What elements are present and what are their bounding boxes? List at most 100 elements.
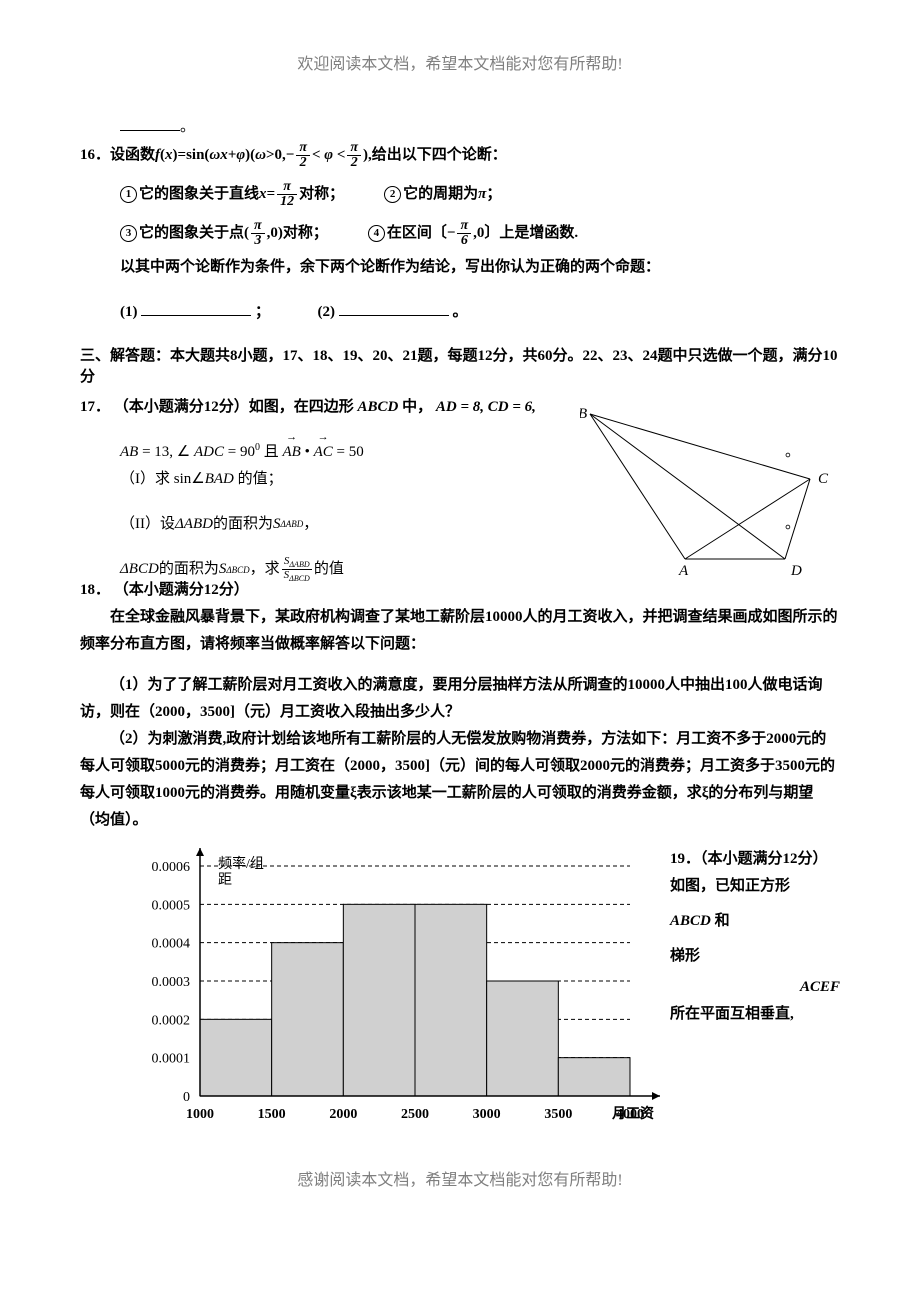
- text: >0,: [266, 142, 286, 169]
- text: ABCD: [670, 913, 711, 929]
- svg-text:0.0005: 0.0005: [152, 899, 191, 914]
- fraction: π6: [457, 219, 471, 248]
- text: 的面积为: [159, 556, 219, 583]
- svg-text:0.0004: 0.0004: [152, 937, 191, 952]
- text: ，: [303, 511, 318, 538]
- fraction: π2: [347, 141, 361, 170]
- q19-side: 19．（本小题满分12分）如图，已知正方形 ABCD 和 梯形 ACEF 所在平…: [660, 846, 840, 1028]
- text: (1): [120, 304, 138, 320]
- q16-answers: (1) ； (2) 。: [80, 299, 840, 326]
- svg-text:C: C: [818, 471, 829, 487]
- text: 它的图象关于直线: [139, 181, 259, 208]
- text: ),给出以下四个论断：: [363, 142, 507, 169]
- blank: [339, 300, 449, 316]
- text: (2): [318, 304, 336, 320]
- page: 欢迎阅读本文档，希望本文档能对您有所帮助! 。 16． 设函数 f(x) =si…: [0, 0, 920, 1220]
- text: 和: [715, 913, 730, 929]
- svg-text:3500: 3500: [544, 1107, 572, 1122]
- text: 梯形: [670, 948, 700, 964]
- text: −: [286, 142, 295, 169]
- fraction: π12: [277, 180, 297, 209]
- section-3-heading: 三、解答题：本大题共8小题，17、18、19、20、21题，每题12分，共60分…: [80, 344, 840, 386]
- text: （本小题满分12分）如图，在四边形: [114, 399, 354, 415]
- svg-text:0.0001: 0.0001: [152, 1052, 191, 1067]
- svg-text:0.0002: 0.0002: [152, 1014, 191, 1029]
- text: ωx+φ: [209, 142, 245, 169]
- sub: ΔBCD: [226, 562, 249, 578]
- text: 。: [180, 119, 195, 135]
- text: ；: [486, 181, 501, 208]
- fraction: SΔABD SΔBCD: [282, 556, 312, 583]
- text: 它的周期为: [403, 181, 478, 208]
- fraction: π2: [296, 141, 310, 170]
- svg-text:A: A: [678, 563, 689, 579]
- text: 的值: [314, 556, 344, 583]
- text: 。: [453, 304, 468, 320]
- text: （I）求 sin∠: [120, 471, 205, 487]
- q18-para1: 在全球金融风暴背景下，某政府机构调查了某地工薪阶层10000人的月工资收入，并把…: [80, 604, 840, 658]
- text: 对称；: [299, 181, 344, 208]
- blank: [141, 300, 251, 316]
- text: ACEF: [800, 979, 840, 995]
- vector-AB: AB: [282, 439, 300, 466]
- text: 中，: [402, 399, 432, 415]
- q17-diagram: B C D A: [580, 404, 850, 584]
- svg-text:D: D: [790, 563, 802, 579]
- text: ΔABD: [175, 511, 213, 538]
- text: < φ <: [312, 142, 345, 169]
- text: ω: [255, 142, 266, 169]
- text: （II）设: [120, 511, 175, 538]
- pi: π: [478, 181, 486, 208]
- text: = 50: [337, 444, 364, 460]
- text: 它的图象关于点(: [139, 220, 249, 247]
- q16-item1-2: 1 它的图象关于直线 x= π12 对称； 2 它的周期为 π；: [80, 180, 840, 209]
- text: )(: [245, 142, 255, 169]
- text: 在区间〔: [387, 220, 447, 247]
- svg-text:0: 0: [183, 1090, 190, 1105]
- q18-number: 18．: [80, 582, 110, 598]
- svg-text:2000: 2000: [329, 1107, 357, 1122]
- text: ABCD: [358, 399, 399, 415]
- svg-text:1500: 1500: [258, 1107, 286, 1122]
- q18-para2: （1）为了了解工薪阶层对月工资收入的满意度，要用分层抽样方法从所调查的10000…: [80, 672, 840, 726]
- text: 且: [264, 444, 283, 460]
- q19-number: 19．: [670, 851, 700, 867]
- text: −: [447, 220, 456, 247]
- text: ；: [255, 304, 270, 320]
- vector-AC: AC: [314, 439, 333, 466]
- q16-number: 16．: [80, 142, 110, 169]
- footer-note: 感谢阅读本文档，希望本文档能对您有所帮助!: [80, 1166, 840, 1190]
- text: 所在平面互相垂直,: [670, 1006, 794, 1022]
- text: 设函数: [110, 142, 155, 169]
- svg-text:距: 距: [218, 872, 232, 888]
- text: AD = 8, CD = 6,: [436, 399, 536, 415]
- q16-tail: 以其中两个论断作为条件，余下两个论断作为结论，写出你认为正确的两个命题：: [80, 254, 840, 281]
- text: ,0〕上是增函数.: [473, 220, 578, 247]
- svg-text:月工资（: 月工资（: [611, 1105, 660, 1122]
- svg-text:1000: 1000: [186, 1107, 214, 1122]
- svg-text:频率/组: 频率/组: [218, 855, 264, 872]
- text: 的面积为: [213, 511, 273, 538]
- svg-text:B: B: [580, 406, 587, 422]
- dot: •: [305, 444, 314, 460]
- svg-text:3000: 3000: [473, 1107, 501, 1122]
- svg-text:0.0006: 0.0006: [152, 860, 191, 875]
- q17-number: 17．: [80, 399, 110, 415]
- sub: ΔABD: [280, 516, 303, 532]
- text: x=: [259, 181, 275, 208]
- circled-1: 1: [120, 186, 137, 203]
- text: BAD: [205, 471, 234, 487]
- text: ，求: [250, 556, 280, 583]
- q17: 17． （本小题满分12分）如图，在四边形 ABCD 中， AD = 8, CD…: [80, 394, 840, 583]
- text: = 13, ∠: [142, 444, 190, 460]
- circled-2: 2: [384, 186, 401, 203]
- text: ADC: [194, 444, 224, 460]
- text: =sin(: [178, 142, 210, 169]
- text: AB: [120, 444, 138, 460]
- chart-row: 00.00010.00020.00030.00040.00050.0006100…: [80, 846, 840, 1136]
- text: 的值；: [234, 471, 283, 487]
- degree: 0: [255, 442, 260, 453]
- histogram-chart: 00.00010.00020.00030.00040.00050.0006100…: [80, 846, 660, 1136]
- text: = 90: [228, 444, 255, 460]
- text: ,0)对称；: [267, 220, 328, 247]
